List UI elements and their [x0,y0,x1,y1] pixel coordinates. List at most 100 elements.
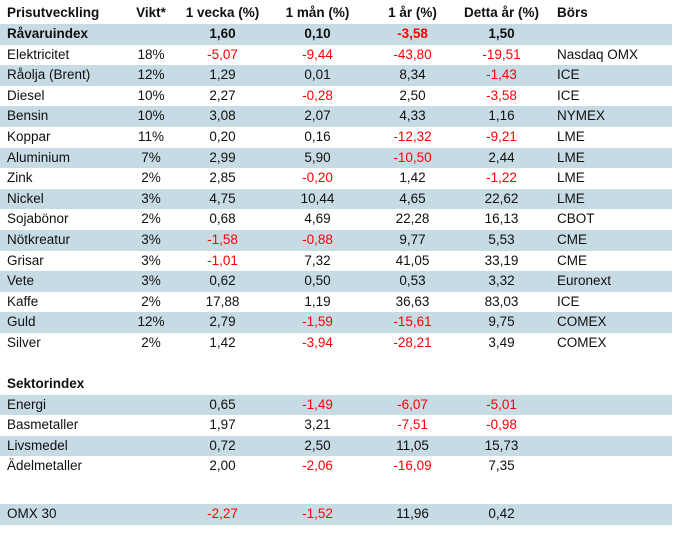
value-cell-1-week: 1,42 [209,334,236,350]
value-cell-ytd: -3,58 [486,87,517,103]
table-row: Guld 12% 2,79 -1,59 -15,61 9,75 COMEX [0,312,672,333]
value-cell-1-week: 2,85 [209,170,236,186]
header-1-vecka: 1 vecka (%) [185,5,260,21]
row-label: Basmetaller [7,417,79,433]
value-cell-1-month: -1,59 [302,314,333,330]
value-cell-1-week: 1,29 [209,67,236,83]
table-row [0,477,672,504]
row-label: Bensin [7,108,49,124]
weight-cell: 3% [141,252,161,268]
header-detta-ar: Detta år (%) [463,5,539,21]
value-cell-1-week: 1,97 [209,417,236,433]
value-cell-1-year: 11,96 [396,506,429,522]
table-row: Råvaruindex 1,60 0,10 -3,58 1,50 [0,24,672,45]
row-label: Nickel [7,190,44,206]
value-cell-1-month: 1,19 [304,293,331,309]
exchange-cell: CME [557,231,587,247]
table-row: Energi 0,65 -1,49 -6,07 -5,01 [0,394,672,416]
weight-cell: 2% [141,170,161,186]
value-cell-1-week: 0,62 [209,273,236,289]
table-row: Kaffe 2% 17,88 1,19 36,63 83,03 ICE [0,292,672,313]
value-cell-1-year: 1,42 [399,170,426,186]
value-cell-ytd: 9,75 [488,314,515,330]
value-cell-ytd: 22,62 [484,190,519,206]
header-prisutveckling: Prisutveckling [7,5,100,21]
value-cell-1-week: 3,08 [209,108,236,124]
row-label: Sojabönor [7,211,69,227]
exchange-cell: LME [557,190,585,206]
table-header-row: Prisutveckling Vikt* 1 vecka (%) 1 mån (… [0,3,672,24]
weight-cell: 2% [141,293,161,309]
value-cell-1-month: 2,07 [304,108,331,124]
weight-cell: 12% [137,67,165,83]
weight-cell: 2% [141,334,161,350]
value-cell-1-week: 1,60 [209,26,236,41]
table-row: Ädelmetaller 2,00 -2,06 -16,09 7,35 [0,456,672,477]
value-cell-1-week: 4,75 [209,190,236,206]
value-cell-1-week: 2,99 [209,149,236,165]
table-row: Bensin 10% 3,08 2,07 4,33 1,16 NYMEX [0,106,672,127]
row-label: Ädelmetaller [7,458,83,474]
exchange-cell: ICE [557,87,580,103]
value-cell-ytd: -9,21 [486,128,517,144]
value-cell-ytd: 1,50 [488,26,515,41]
value-cell-ytd: 15,73 [484,437,519,453]
price-development-table: Prisutveckling Vikt* 1 vecka (%) 1 mån (… [0,3,672,525]
weight-cell: 11% [137,128,165,144]
table-row: Silver 2% 1,42 -3,94 -28,21 3,49 COMEX [0,333,672,354]
row-label: Kaffe [7,293,39,309]
row-label: Råvaruindex [7,26,89,41]
row-label: OMX 30 [7,506,57,522]
value-cell-ytd: 33,19 [484,252,519,268]
value-cell-ytd: 5,53 [488,231,515,247]
value-cell-ytd: 83,03 [484,293,519,309]
value-cell-1-week: 17,88 [205,293,240,309]
value-cell-1-month: -1,49 [302,396,333,412]
weight-cell: 18% [137,46,165,62]
value-cell-1-month: -2,06 [302,458,333,474]
value-cell-ytd: 3,49 [488,334,515,350]
exchange-cell: LME [557,170,585,186]
row-label: Vete [7,273,35,289]
value-cell-ytd: 1,16 [488,108,515,124]
value-cell-1-month: 0,10 [304,26,331,41]
value-cell-1-year: 4,33 [399,108,426,124]
exchange-cell: Nasdaq OMX [557,46,639,62]
value-cell-ytd: 2,44 [488,149,515,165]
value-cell-1-week: 0,68 [209,211,236,227]
exchange-cell: CBOT [557,211,595,227]
value-cell-1-month: 7,32 [304,252,331,268]
value-cell-1-month: 2,50 [304,437,331,453]
table-row: Livsmedel 0,72 2,50 11,05 15,73 [0,435,672,457]
exchange-cell: LME [557,128,585,144]
value-cell-ytd: 16,13 [484,211,519,227]
value-cell-1-year: 2,50 [399,87,426,103]
table-row: Nötkreatur 3% -1,58 -0,88 9,77 5,53 CME [0,229,672,251]
weight-cell: 10% [137,108,165,124]
value-cell-1-week: -1,01 [207,252,238,268]
row-label: Sektorindex [7,376,85,392]
value-cell-1-year: 9,77 [399,231,426,247]
value-cell-1-year: 41,05 [395,252,430,268]
exchange-cell: NYMEX [557,108,606,124]
value-cell-1-year: 22,28 [395,211,430,227]
value-cell-ytd: 7,35 [488,458,515,474]
weight-cell: 12% [137,314,165,330]
value-cell-1-year: -7,51 [397,417,428,433]
table-row [0,354,672,375]
value-cell-1-year: -16,09 [393,458,432,474]
value-cell-ytd: 0,42 [488,506,515,522]
table-row: Koppar 11% 0,20 0,16 -12,32 -9,21 LME [0,127,672,148]
table-row: Elektricitet 18% -5,07 -9,44 -43,80 -19,… [0,45,672,66]
value-cell-1-year: -12,32 [393,128,432,144]
row-label: Råolja (Brent) [7,67,91,83]
value-cell-1-year: -6,07 [397,396,428,412]
header-vikt: Vikt* [136,5,166,21]
value-cell-1-week: 2,79 [209,314,236,330]
row-label: Zink [7,170,33,186]
value-cell-1-year: -43,80 [393,46,432,62]
value-cell-1-year: 0,53 [399,273,426,289]
value-cell-1-month: 10,44 [300,190,335,206]
value-cell-ytd: -1,22 [486,170,517,186]
table-row: Diesel 10% 2,27 -0,28 2,50 -3,58 ICE [0,86,672,107]
